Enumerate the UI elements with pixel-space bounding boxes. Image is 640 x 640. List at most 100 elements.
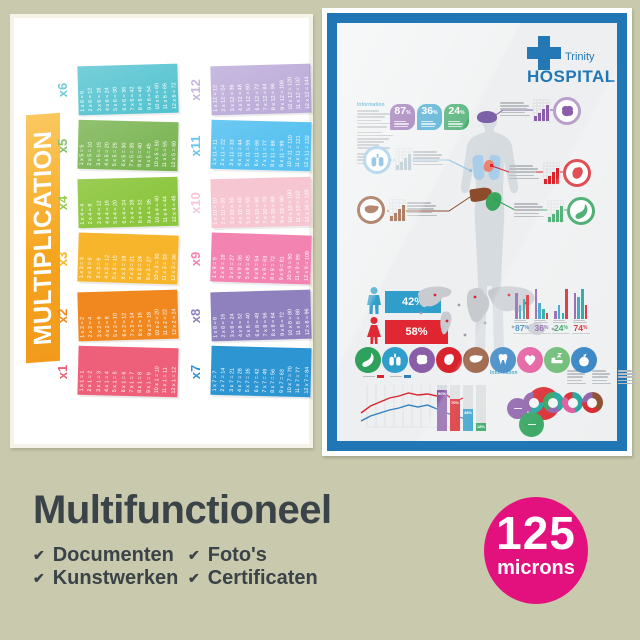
check-icon: ✔ (33, 570, 45, 586)
placeholder-text-line (553, 320, 565, 322)
callout-circle-liver (357, 196, 385, 224)
check-icon: ✔ (188, 570, 200, 586)
placeholder-text-line (533, 320, 546, 322)
placeholder-text-line (509, 165, 533, 167)
organ-circle-brain (409, 347, 435, 373)
vertical-bar-label: 48% (463, 410, 472, 415)
callout-chart-brain (533, 99, 550, 122)
check-icon: ✔ (188, 547, 200, 563)
placeholder-text-line (617, 370, 632, 372)
callout-text-brain (500, 102, 531, 118)
legend-item-red (363, 375, 384, 378)
thickness-unit: microns (497, 557, 575, 579)
organ-circle-heart (517, 347, 543, 373)
stat-percent: 24% (552, 323, 570, 335)
placeholder-text-line (572, 320, 585, 322)
feature-label: Kunstwerken (52, 567, 179, 589)
mult-table-row: x11 1 x 11 = 11 2 x 11 = 22 3 x 11 = 33 4 x … (188, 120, 315, 172)
legend-item-blue (390, 375, 411, 378)
donut-hole (548, 397, 558, 408)
feature-list-col1: ✔ Documenten ✔ Kunstwerken (33, 544, 178, 590)
callout-circle-stomach (567, 197, 595, 225)
liver-icon (364, 204, 378, 213)
donut-chart-4 (581, 392, 603, 413)
organ-circle-heart-organ (436, 347, 462, 373)
feature-list-col2: ✔ Foto's ✔ Certificaten (188, 544, 318, 590)
hospital-infographic-poster: Trinity HOSPITAL Information 87% 36% 24% (322, 8, 637, 456)
vertical-bar-track: 90% (437, 385, 447, 431)
feature-item: ✔ Documenten (33, 544, 178, 567)
feature-label: Foto's (207, 544, 267, 566)
callout-chart-heart-organ (543, 162, 560, 185)
callout-chart-stomach (547, 200, 564, 223)
vertical-bar-label: 18% (476, 424, 485, 429)
placeholder-text-line (413, 163, 443, 166)
feature-item: ✔ Kunstwerken (33, 567, 178, 590)
brain-icon (561, 105, 573, 116)
placeholder-text-line (407, 208, 434, 210)
placeholder-text-line (413, 154, 442, 156)
vertical-bar-track: 48% (463, 385, 473, 431)
placeholder-text-line (514, 320, 526, 322)
tooth-icon (498, 354, 508, 365)
thickness-badge: 125 microns (484, 497, 588, 604)
callout-circle-heart-organ (563, 159, 591, 187)
stat-group-74: 74% (571, 289, 590, 335)
stat-bars (552, 289, 570, 319)
mult-table-facts: 1 x 10 = 10 2 x 10 = 20 3 x 10 = 30 4 x 10 … (211, 188, 311, 224)
stat-bars (513, 289, 531, 319)
placeholder-text-line (407, 214, 437, 217)
liver-icon (469, 355, 483, 363)
male-icon (366, 287, 382, 320)
donut-chart-3 (562, 392, 583, 413)
organ-circle-lungs (382, 347, 408, 373)
feature-item: ✔ Foto's (188, 544, 318, 567)
stat-group-36: 36% (532, 289, 551, 335)
mult-table-row: x12 1 x 12 = 12 2 x 12 = 24 3 x 12 = 36 4 x … (188, 63, 315, 116)
placeholder-text-line (413, 157, 440, 159)
vertical-bar-fill (437, 390, 447, 431)
vertical-bar-track: 18% (476, 385, 486, 431)
donut-chart-2 (542, 392, 564, 413)
callout-text-lungs (413, 151, 444, 167)
stat-percent: 36% (532, 323, 551, 335)
callout-circle-brain (553, 97, 581, 125)
placeholder-text-line (617, 382, 637, 385)
feature-item: ✔ Certificaten (188, 567, 318, 590)
mult-table-block: 1 x 12 = 12 2 x 12 = 24 3 x 12 = 36 4 x 12 … (210, 63, 312, 116)
placeholder-text-line (413, 151, 437, 153)
placeholder-text-line (617, 379, 633, 382)
donut-hole (587, 397, 597, 408)
placeholder-text-line (617, 376, 634, 378)
caption-column (617, 370, 639, 386)
lungs-icon (389, 353, 401, 366)
placeholder-text-line (500, 114, 530, 117)
placeholder-text-line (509, 171, 536, 173)
organ-circle-liver (463, 347, 489, 373)
organ-circle-tooth (490, 347, 516, 373)
placeholder-text-line (514, 203, 538, 205)
poster-blue-frame: Trinity HOSPITAL Information 87% 36% 24% (327, 13, 637, 451)
callout-chart-lungs (395, 148, 412, 171)
placeholder-text-line (617, 373, 636, 375)
donut-hole (528, 397, 539, 408)
infographic-content: Trinity HOSPITAL Information 87% 36% 24% (337, 23, 637, 441)
feature-label: Documenten (52, 544, 174, 566)
